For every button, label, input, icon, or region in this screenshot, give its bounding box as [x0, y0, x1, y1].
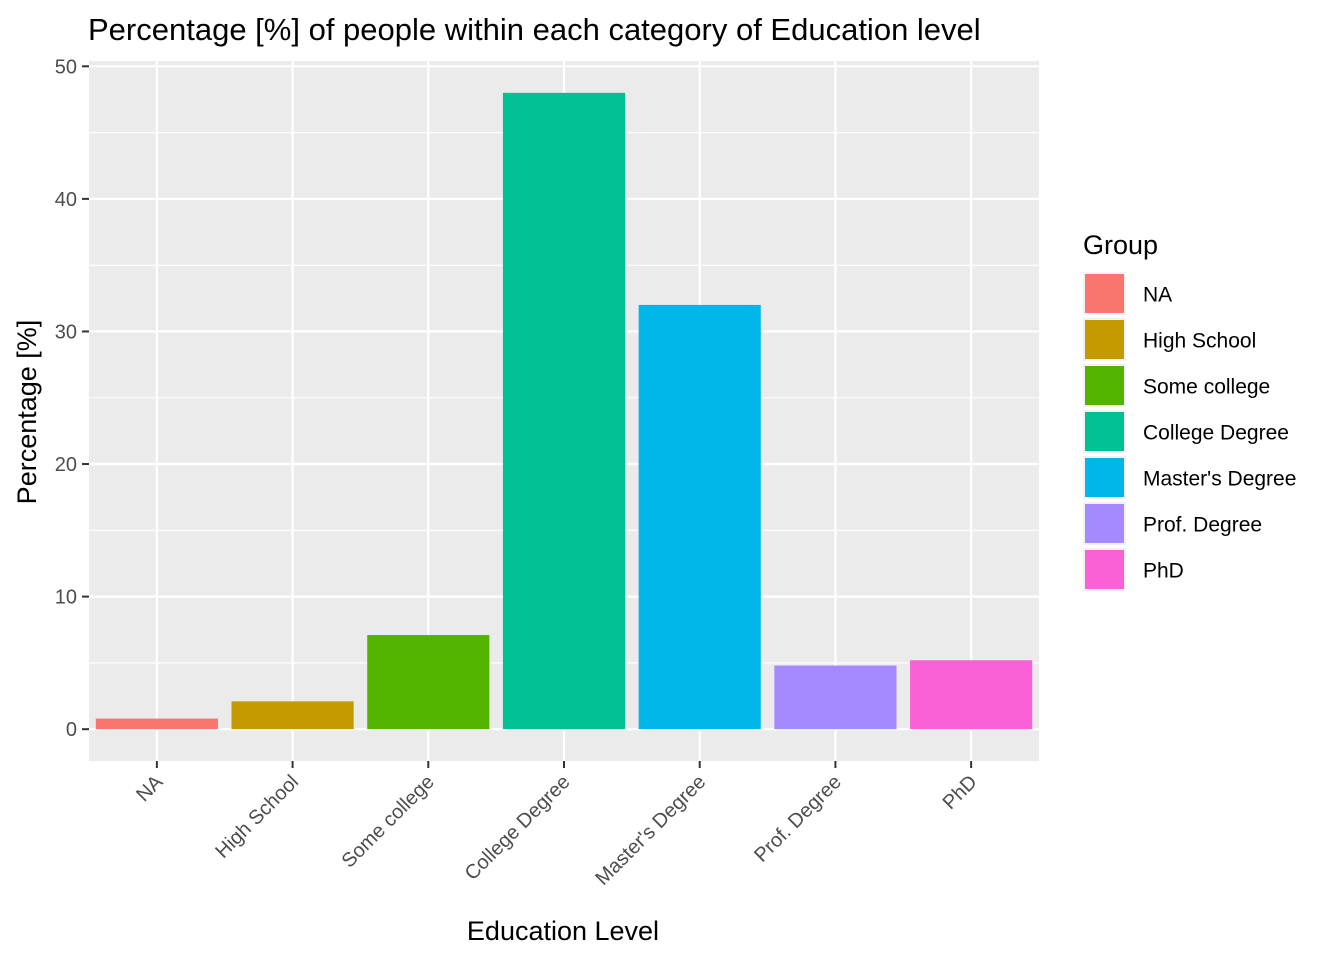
legend-swatch-prof-degree	[1085, 504, 1124, 543]
y-axis: 0 10 20 30 40 50	[55, 56, 89, 741]
x-tick-label-prof-degree: Prof. Degree	[750, 771, 846, 867]
bar-some-college	[367, 635, 490, 730]
x-axis: NA High School Some college College Degree M…	[132, 761, 982, 890]
bar-college-degree	[502, 92, 626, 730]
chart-title: Percentage [%] of people within each cat…	[88, 12, 981, 47]
y-tick-label: 10	[55, 587, 77, 609]
legend-swatch-high-school	[1085, 320, 1124, 359]
legend: Group NA High School Some college College D…	[1083, 230, 1296, 591]
x-tick-label-na: NA	[132, 771, 168, 807]
x-axis-title: Education Level	[467, 916, 659, 946]
bar-prof-degree	[774, 665, 897, 730]
y-tick-label: 50	[55, 56, 77, 78]
x-tick-label-master-s-degree: Master's Degree	[591, 771, 710, 890]
legend-label-some-college: Some college	[1143, 376, 1270, 399]
legend-swatch-phd	[1085, 550, 1124, 589]
bar-na	[95, 718, 218, 730]
bar-high-school	[231, 701, 354, 730]
y-tick-label: 40	[55, 189, 77, 211]
legend-label-high-school: High School	[1143, 330, 1256, 353]
y-tick-label: 30	[55, 321, 77, 343]
legend-swatch-na	[1085, 274, 1124, 313]
y-tick-label: 0	[66, 719, 77, 741]
legend-items: NA High School Some college College Degree M…	[1083, 272, 1296, 591]
bar-phd	[910, 660, 1033, 730]
legend-swatch-master-s-degree	[1085, 458, 1124, 497]
legend-title: Group	[1083, 230, 1158, 260]
bar-master-s-degree	[638, 304, 761, 730]
x-tick-label-some-college: Some college	[338, 771, 439, 872]
y-axis-title: Percentage [%]	[12, 320, 42, 505]
legend-label-master-s-degree: Master's Degree	[1143, 468, 1296, 491]
legend-swatch-college-degree	[1085, 412, 1124, 451]
legend-label-na: NA	[1143, 284, 1172, 307]
bars	[95, 92, 1033, 730]
y-tick-label: 20	[55, 454, 77, 476]
x-tick-label-high-school: High School	[211, 771, 303, 863]
legend-label-phd: PhD	[1143, 560, 1184, 583]
x-tick-label-phd: PhD	[939, 771, 982, 814]
x-tick-label-college-degree: College Degree	[461, 771, 575, 885]
legend-swatch-some-college	[1085, 366, 1124, 405]
legend-label-prof-degree: Prof. Degree	[1143, 514, 1262, 537]
legend-label-college-degree: College Degree	[1143, 422, 1289, 445]
